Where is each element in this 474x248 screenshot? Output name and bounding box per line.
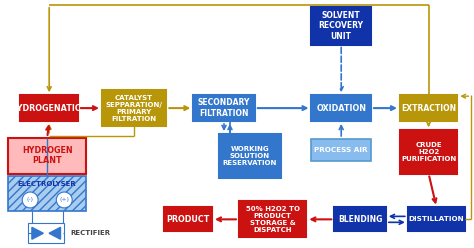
- FancyBboxPatch shape: [311, 139, 371, 161]
- FancyBboxPatch shape: [164, 207, 212, 231]
- FancyBboxPatch shape: [9, 138, 86, 174]
- Text: (-): (-): [27, 197, 34, 202]
- Text: DISTILLATION: DISTILLATION: [409, 216, 465, 222]
- Text: PRODUCT: PRODUCT: [166, 215, 210, 224]
- FancyBboxPatch shape: [400, 95, 457, 121]
- Text: HYDROGENATION: HYDROGENATION: [10, 104, 88, 113]
- FancyBboxPatch shape: [193, 95, 255, 121]
- FancyBboxPatch shape: [9, 176, 86, 211]
- Text: BLENDING: BLENDING: [338, 215, 382, 224]
- FancyBboxPatch shape: [20, 95, 78, 121]
- Text: CRUDE
H2O2
PURIFICATION: CRUDE H2O2 PURIFICATION: [401, 142, 456, 162]
- Text: ELECTROLYSER: ELECTROLYSER: [18, 181, 77, 186]
- Text: HYDROGEN
PLANT: HYDROGEN PLANT: [22, 146, 73, 165]
- FancyBboxPatch shape: [239, 201, 306, 237]
- Text: SECONDARY
FILTRATION: SECONDARY FILTRATION: [198, 98, 250, 118]
- FancyBboxPatch shape: [219, 134, 281, 178]
- Text: CATALYST
SEPPARATION/
PRIMARY
FILTRATION: CATALYST SEPPARATION/ PRIMARY FILTRATION: [106, 94, 163, 122]
- Text: SOLVENT
RECOVERY
UNIT: SOLVENT RECOVERY UNIT: [319, 11, 364, 41]
- FancyBboxPatch shape: [408, 207, 465, 231]
- Text: PROCESS AIR: PROCESS AIR: [314, 147, 368, 153]
- FancyBboxPatch shape: [311, 7, 371, 45]
- FancyBboxPatch shape: [28, 223, 64, 243]
- FancyBboxPatch shape: [334, 207, 386, 231]
- FancyBboxPatch shape: [311, 95, 371, 121]
- Circle shape: [56, 192, 72, 208]
- Text: OXIDATION: OXIDATION: [316, 104, 366, 113]
- Text: (+): (+): [59, 197, 69, 202]
- Text: 50% H2O2 TO
PRODUCT
STORAGE &
DISPATCH: 50% H2O2 TO PRODUCT STORAGE & DISPATCH: [246, 206, 300, 233]
- Text: WORKING
SOLUTION
RESERVATION: WORKING SOLUTION RESERVATION: [223, 146, 277, 166]
- Text: RECTIFIER: RECTIFIER: [70, 230, 110, 236]
- Circle shape: [22, 192, 38, 208]
- FancyBboxPatch shape: [400, 130, 457, 174]
- FancyBboxPatch shape: [102, 90, 166, 126]
- Polygon shape: [32, 227, 43, 239]
- Text: EXTRACTION: EXTRACTION: [401, 104, 456, 113]
- Polygon shape: [49, 227, 61, 239]
